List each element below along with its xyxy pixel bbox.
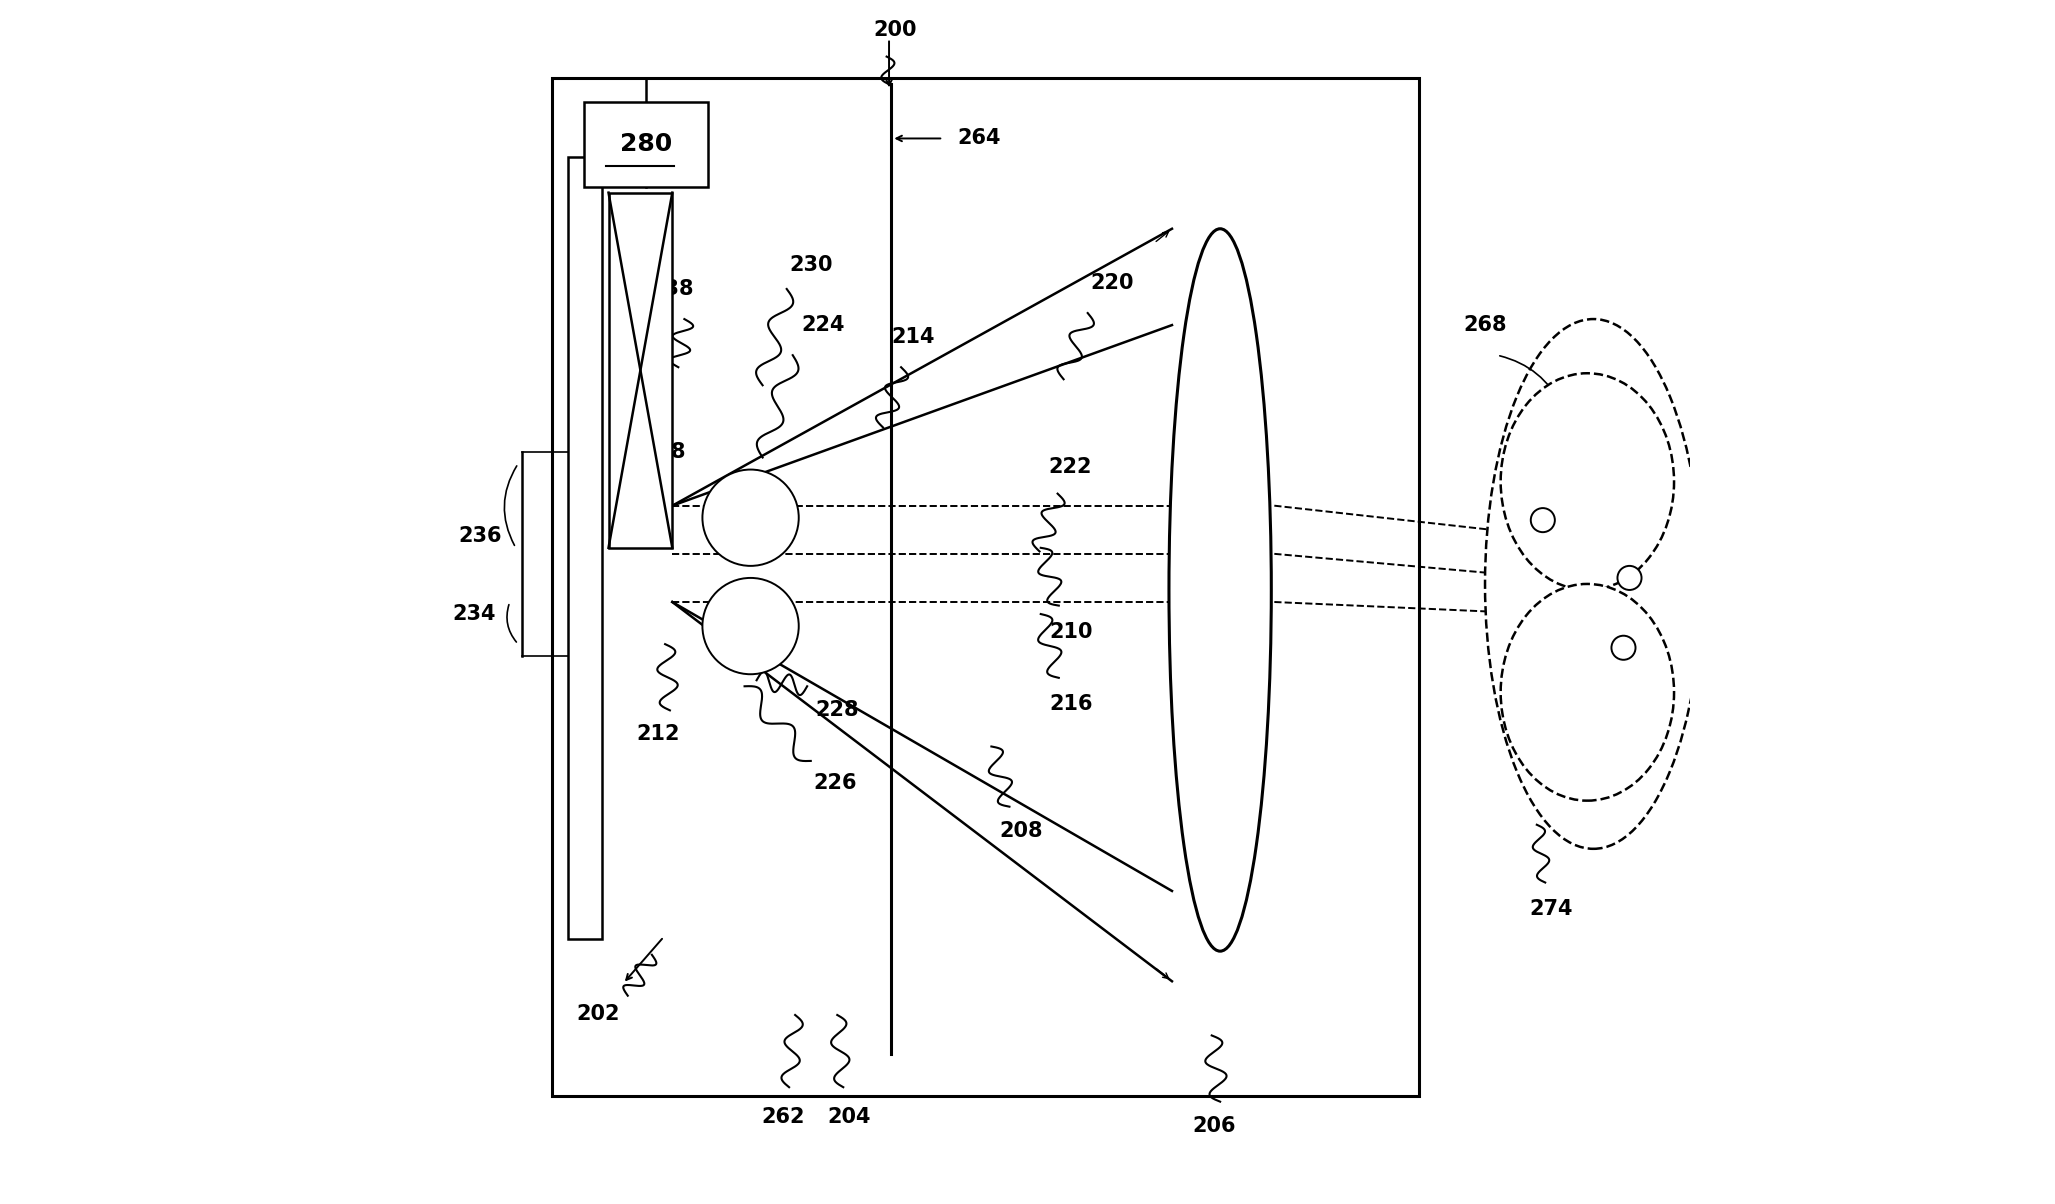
Text: 218: 218 xyxy=(641,442,686,461)
Circle shape xyxy=(703,470,799,566)
Text: 234: 234 xyxy=(452,604,495,624)
Text: 226: 226 xyxy=(814,773,857,792)
Text: 274: 274 xyxy=(1529,899,1572,919)
Ellipse shape xyxy=(1500,373,1675,590)
Circle shape xyxy=(703,578,799,674)
Text: 220: 220 xyxy=(1089,273,1134,293)
Text: 270: 270 xyxy=(1535,406,1578,425)
Text: 216: 216 xyxy=(1050,695,1093,714)
Text: 204: 204 xyxy=(828,1108,871,1127)
Text: 222: 222 xyxy=(1048,458,1091,477)
Text: 280: 280 xyxy=(621,132,672,157)
Text: 212: 212 xyxy=(637,725,680,744)
Text: 264: 264 xyxy=(958,129,1001,148)
Text: 224: 224 xyxy=(801,315,845,335)
Text: 262: 262 xyxy=(760,1108,806,1127)
Bar xyxy=(567,157,602,939)
Text: 238: 238 xyxy=(651,279,695,299)
Text: 202: 202 xyxy=(575,1004,619,1023)
Text: 272: 272 xyxy=(1543,737,1586,756)
Text: 228: 228 xyxy=(816,701,859,720)
Polygon shape xyxy=(608,193,672,548)
Text: 230: 230 xyxy=(789,255,832,275)
Circle shape xyxy=(1531,508,1556,532)
Text: 214: 214 xyxy=(892,327,935,347)
Text: 210: 210 xyxy=(1050,622,1093,642)
Text: 206: 206 xyxy=(1192,1116,1235,1135)
Ellipse shape xyxy=(1486,319,1702,849)
Bar xyxy=(553,78,1418,1096)
Circle shape xyxy=(1617,566,1642,590)
Text: 236: 236 xyxy=(458,526,501,545)
Text: 208: 208 xyxy=(999,821,1044,840)
Ellipse shape xyxy=(1500,584,1675,801)
Text: 200: 200 xyxy=(873,20,917,40)
Circle shape xyxy=(1611,636,1636,660)
Bar xyxy=(584,102,709,187)
Text: 268: 268 xyxy=(1463,315,1506,335)
Ellipse shape xyxy=(1169,229,1272,951)
